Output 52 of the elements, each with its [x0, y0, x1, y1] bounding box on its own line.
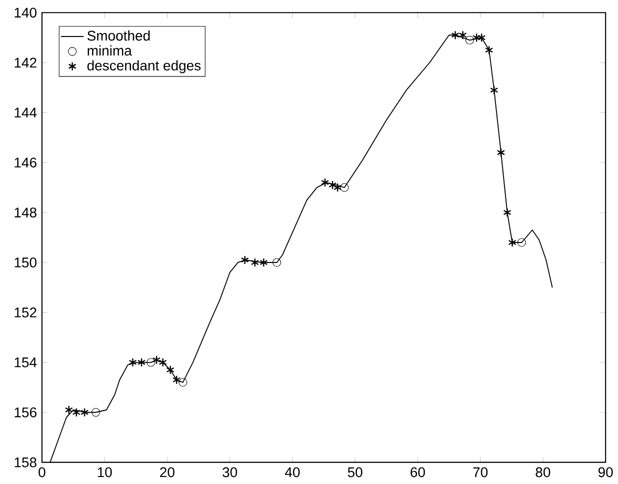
point [478, 33, 486, 42]
x-tick-label: 40 [284, 467, 300, 478]
point [272, 258, 282, 267]
legend-label: minima [88, 45, 132, 56]
y-tick-label: 144 [14, 108, 37, 118]
point [166, 365, 174, 375]
point [92, 408, 100, 417]
point [158, 358, 167, 368]
point [485, 46, 494, 55]
point [472, 33, 481, 42]
point [172, 375, 181, 385]
legend-label: descendant edges [87, 60, 201, 74]
point [340, 183, 349, 192]
x-tick-label: 70 [473, 467, 488, 478]
point [128, 358, 137, 368]
x-tick-label: 80 [536, 467, 550, 478]
point [503, 208, 512, 218]
point [508, 238, 516, 248]
point [490, 86, 498, 95]
point [178, 378, 188, 387]
y-tick-label: 158 [14, 458, 36, 468]
point [320, 178, 330, 188]
point [451, 30, 460, 40]
point [496, 148, 506, 158]
point [260, 258, 268, 268]
point [458, 30, 467, 40]
x-tick-label: 0 [38, 467, 46, 478]
point [250, 258, 259, 268]
legend-label: Smoothed [87, 30, 150, 41]
point [240, 256, 249, 265]
x-tick-label: 30 [222, 467, 238, 478]
y-tick-label: 156 [14, 408, 36, 418]
y-tick-label: 146 [14, 158, 36, 168]
y-tick-label: 148 [14, 208, 36, 218]
point [80, 408, 89, 418]
point [72, 408, 80, 418]
point [137, 358, 146, 368]
y-tick-label: 150 [14, 258, 36, 268]
point [333, 183, 342, 192]
y-tick-label: 152 [14, 308, 36, 318]
point [465, 36, 474, 45]
y-tick-label: 154 [14, 358, 37, 368]
point [517, 238, 526, 247]
x-tick-label: 90 [598, 467, 613, 478]
x-tick-label: 20 [160, 467, 174, 478]
x-tick-label: 60 [410, 467, 425, 478]
x-tick-label: 10 [98, 467, 112, 478]
x-tick-label: 50 [348, 467, 362, 478]
y-tick-label: 142 [14, 58, 36, 68]
y-tick-label: 140 [14, 8, 36, 18]
point [328, 180, 337, 190]
point [64, 405, 73, 415]
